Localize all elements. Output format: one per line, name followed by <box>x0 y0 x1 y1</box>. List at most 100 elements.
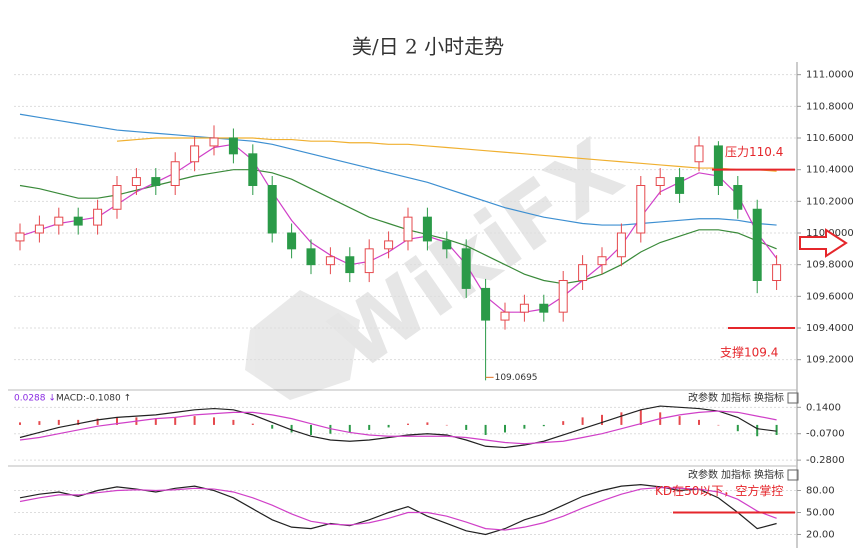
histogram-bar <box>329 424 332 434</box>
candle-body <box>131 177 141 186</box>
toolbar-button[interactable]: 改参数 <box>688 468 718 481</box>
histogram-bar <box>678 416 681 425</box>
low-label: 109.0695 <box>495 373 538 383</box>
toolbar-button[interactable]: 加指标 <box>721 468 751 481</box>
candle-body <box>558 280 568 313</box>
histogram-bar <box>698 419 700 425</box>
line-series <box>19 410 777 445</box>
histogram-bar <box>193 416 196 425</box>
annotation-text: 压力110.4 <box>725 145 783 159</box>
y-tick-label: 109.4000 <box>806 323 854 334</box>
candle-body <box>325 256 335 266</box>
candle-body <box>384 240 394 250</box>
histogram-bar <box>484 424 487 435</box>
histogram-bar <box>154 418 157 425</box>
y-tick-label: 20.00 <box>806 529 835 540</box>
candle-body <box>500 311 510 321</box>
y-tick-label: 50.00 <box>806 507 835 518</box>
y-tick-label: 80.00 <box>806 486 835 497</box>
line-series <box>116 137 777 172</box>
histogram-bar <box>542 424 545 427</box>
line-series <box>19 143 778 313</box>
histogram-bar <box>271 424 274 429</box>
watermark-logo <box>245 290 360 400</box>
candle-body <box>93 208 103 226</box>
histogram-bar <box>581 417 584 425</box>
histogram-bar <box>174 417 177 425</box>
y-tick-label: 109.6000 <box>806 291 854 302</box>
histogram-bar <box>562 421 565 425</box>
candle-body <box>209 137 219 147</box>
candle-body <box>306 248 316 266</box>
histogram-bar <box>290 424 293 433</box>
y-tick-label: -0.2800 <box>806 455 845 466</box>
candle-body <box>442 240 452 250</box>
histogram-bar <box>77 419 80 425</box>
histogram-bar <box>639 409 642 425</box>
plot: 111.0000 110.8000 110.6000 110.4000 110.2000… <box>14 70 854 540</box>
histogram-bar <box>756 424 759 437</box>
close-box[interactable] <box>787 392 799 404</box>
y-tick-label: 109.8000 <box>806 260 854 271</box>
y-tick-label: 111.0000 <box>806 70 854 81</box>
candle-body <box>112 185 122 210</box>
candle-body <box>578 264 588 281</box>
candle-body <box>345 256 355 274</box>
candle-body <box>228 137 238 155</box>
line-series <box>19 169 777 285</box>
candle-body <box>655 177 665 186</box>
toolbar-button[interactable]: 换指标 <box>754 391 784 404</box>
close-box[interactable] <box>787 469 799 481</box>
candle-body <box>422 216 432 242</box>
histogram-bar <box>736 424 739 432</box>
candle-body <box>170 161 180 186</box>
candle-body <box>267 185 277 234</box>
annotation-text: 支撑109.4 <box>720 345 778 360</box>
watermark-text: WikiFX <box>314 121 639 390</box>
candle-body <box>752 208 762 281</box>
candle-body <box>539 303 549 313</box>
y-tick-label: 109.2000 <box>806 355 854 366</box>
histogram-bar <box>620 412 623 425</box>
histogram-bar <box>57 419 60 425</box>
y-tick-label: -0.0700 <box>806 429 845 440</box>
histogram-bar <box>38 421 41 425</box>
y-tick-label: 110.4000 <box>806 165 854 176</box>
toolbar-button[interactable]: 加指标 <box>721 391 751 404</box>
histogram-bar <box>523 424 526 429</box>
histogram-bar <box>251 423 254 425</box>
histogram-bar <box>407 423 409 425</box>
toolbar-button[interactable]: 改参数 <box>688 391 718 404</box>
toolbar-button[interactable]: 换指标 <box>754 468 784 481</box>
candle-body <box>713 145 723 187</box>
candle-body <box>151 177 161 186</box>
line-series <box>19 405 777 449</box>
histogram-bar <box>213 417 215 425</box>
histogram-bar <box>426 422 429 425</box>
indicator-label: MACD:-0.1080 ↑ <box>56 394 131 404</box>
histogram-bar <box>19 422 21 425</box>
candle-body <box>694 145 704 163</box>
candle-body <box>772 264 782 281</box>
annotation-text: KD在50以下，空方掌控 <box>655 483 783 498</box>
histogram-bar <box>232 419 235 425</box>
y-tick-label: 110.2000 <box>806 196 854 207</box>
line-series <box>19 113 777 226</box>
histogram-bar <box>348 424 351 433</box>
candle-body <box>403 216 413 242</box>
candle-body <box>461 248 471 289</box>
candle-body <box>597 256 607 266</box>
indicator-value: 0.0288 ↓ <box>14 394 56 404</box>
candle-body <box>481 287 491 321</box>
histogram-bar <box>775 424 778 435</box>
candle-body <box>616 232 626 258</box>
candle-body <box>287 232 297 250</box>
histogram-bar <box>310 424 312 435</box>
candle-body <box>190 145 200 163</box>
histogram-bar <box>96 418 99 425</box>
candle-body <box>54 216 64 226</box>
candle-body <box>636 185 646 234</box>
candle-body <box>364 248 374 274</box>
histogram-bar <box>601 414 603 425</box>
